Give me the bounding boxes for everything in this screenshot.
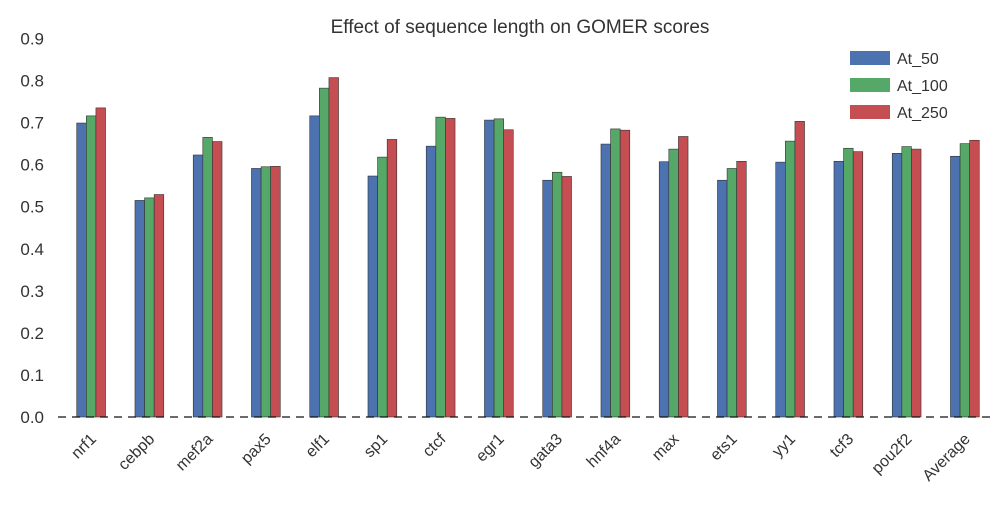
- bar-At_50-mef2a: [192, 154, 204, 418]
- chart-title: Effect of sequence length on GOMER score…: [331, 17, 710, 38]
- bar-At_50-pax5: [251, 168, 262, 418]
- x-tick-label: nrf1: [68, 431, 100, 463]
- bar-At_250-gata3: [561, 176, 572, 418]
- bar-At_250-ctcf: [445, 118, 456, 418]
- x-tick-label: egr1: [473, 431, 508, 466]
- bar-At_50-yy1: [775, 161, 786, 418]
- bar-At_250-pou2f2: [911, 148, 922, 418]
- x-tick-label: cebpb: [115, 431, 158, 474]
- x-tick-label: ctcf: [420, 430, 450, 460]
- x-tick-label: mef2a: [173, 431, 217, 475]
- bar-At_50-Average: [950, 155, 961, 418]
- bar-At_100-sp1: [377, 156, 388, 418]
- y-tick-label: 0.6: [20, 156, 44, 175]
- bar-At_50-sp1: [367, 175, 378, 418]
- bar-At_100-egr1: [493, 118, 504, 418]
- x-tick-label: tcf3: [827, 431, 857, 461]
- bar-At_50-pou2f2: [891, 153, 903, 418]
- y-axis: 0.0 0.1 0.2 0.3 0.4 0.5 0.6 0.7 0.8 0.9: [20, 30, 44, 428]
- bar-At_100-elf1: [319, 87, 330, 418]
- x-tick-label: max: [649, 431, 682, 464]
- bar-At_250-Average: [969, 139, 980, 418]
- x-tick-label: sp1: [361, 431, 391, 461]
- bar-At_250-mef2a: [212, 141, 223, 418]
- bar-At_250-sp1: [386, 139, 398, 418]
- bar-At_250-nrf1: [95, 107, 106, 418]
- legend-label: At_100: [897, 78, 948, 95]
- bar-At_250-tcf3: [852, 151, 864, 418]
- bar-At_250-egr1: [503, 129, 514, 418]
- legend-label: At_50: [897, 51, 939, 68]
- bar-At_50-elf1: [309, 115, 320, 418]
- y-tick-label: 0.3: [20, 282, 44, 301]
- bar-At_50-hnf4a: [600, 143, 611, 418]
- y-tick-label: 0.5: [20, 198, 44, 217]
- y-tick-label: 0.7: [20, 114, 44, 133]
- bar-At_100-nrf1: [86, 115, 97, 418]
- bar-At_250-ets1: [736, 161, 747, 418]
- bar-At_250-cebpb: [153, 194, 165, 418]
- bar-At_100-mef2a: [202, 137, 213, 418]
- x-tick-label: pax5: [238, 431, 275, 468]
- legend: At_50 At_100 At_250: [850, 51, 948, 122]
- bars: [76, 77, 980, 418]
- x-tick-label: gata3: [526, 431, 566, 471]
- x-tick-label: yy1: [769, 431, 799, 461]
- bar-At_50-ets1: [717, 179, 728, 418]
- bar-At_100-ctcf: [435, 116, 446, 418]
- bar-At_50-egr1: [484, 119, 495, 418]
- bar-At_100-gata3: [552, 171, 563, 418]
- legend-swatch: [850, 51, 890, 65]
- x-axis: nrf1 cebpb mef2a pax5 elf1 sp1 ctcf egr1 gata3 hn…: [68, 430, 973, 484]
- bar-At_250-elf1: [328, 77, 339, 418]
- bar-At_50-max: [658, 161, 670, 418]
- x-tick-label: elf1: [303, 431, 333, 461]
- y-tick-label: 0.8: [20, 72, 44, 91]
- bar-At_100-ets1: [726, 168, 737, 418]
- legend-swatch: [850, 78, 890, 92]
- legend-swatch: [850, 105, 890, 119]
- legend-label: At_250: [897, 105, 948, 122]
- y-tick-label: 0.4: [20, 240, 44, 259]
- bar-At_250-hnf4a: [619, 129, 631, 418]
- bar-At_50-gata3: [542, 179, 553, 418]
- bar-At_250-pax5: [270, 166, 281, 418]
- bar-At_100-yy1: [785, 140, 796, 418]
- bar-At_100-hnf4a: [610, 128, 621, 418]
- bar-At_100-tcf3: [843, 147, 854, 418]
- bar-At_250-max: [678, 136, 689, 418]
- bar-At_100-max: [668, 148, 679, 418]
- x-tick-label: hnf4a: [584, 431, 624, 471]
- y-tick-label: 0.9: [20, 30, 44, 49]
- bar-At_50-tcf3: [833, 161, 844, 418]
- y-tick-label: 0.1: [20, 366, 44, 385]
- y-tick-label: 0.2: [20, 324, 44, 343]
- bar-At_100-pou2f2: [901, 146, 912, 418]
- x-tick-label: pou2f2: [869, 431, 916, 478]
- x-tick-label: Average: [920, 431, 974, 485]
- bar-At_100-cebpb: [144, 197, 155, 418]
- bar-At_100-pax5: [260, 166, 271, 418]
- bar-At_100-Average: [959, 143, 970, 418]
- bar-At_50-cebpb: [134, 200, 145, 418]
- bar-At_50-ctcf: [425, 145, 437, 418]
- x-tick-label: ets1: [707, 431, 740, 464]
- y-tick-label: 0.0: [20, 408, 44, 427]
- bar-At_250-yy1: [794, 121, 805, 418]
- bar-At_50-nrf1: [76, 122, 87, 418]
